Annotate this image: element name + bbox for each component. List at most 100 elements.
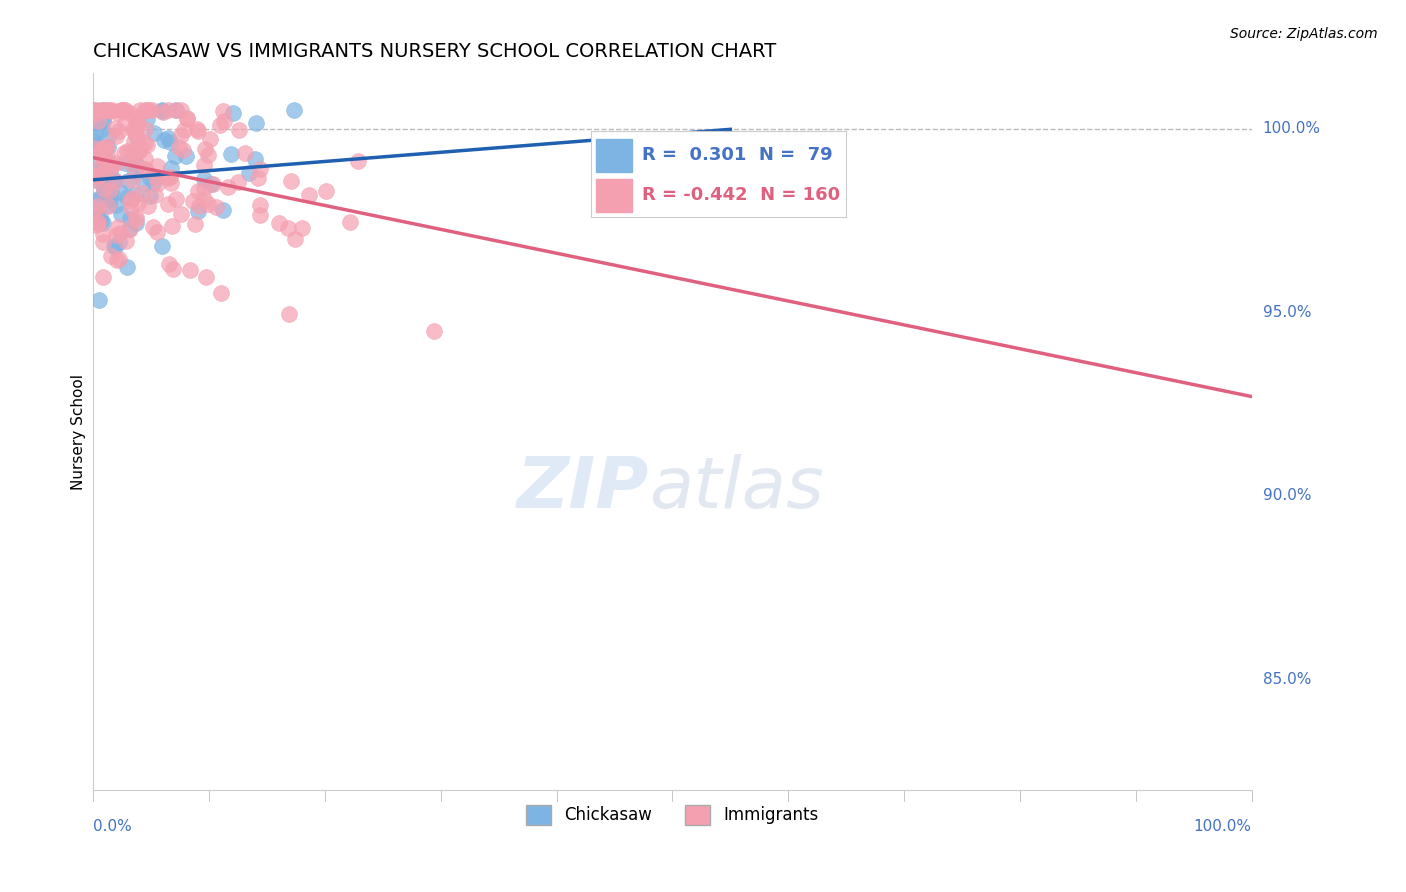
Point [97,199,120,213]
Point [83,141,105,155]
Point [249,161,271,176]
Point [194,142,217,156]
Point [159,135,181,149]
Point [124,124,146,138]
Point [124,188,146,202]
Point [108,186,131,200]
Point [96,148,118,162]
Point [193,180,215,194]
Point [121,173,143,187]
Point [108,124,131,138]
Point [228,123,250,137]
Point [186,121,208,136]
Point [83,134,105,148]
Point [104,121,127,136]
Point [98,128,121,143]
Point [165,103,187,118]
Point [112,103,135,118]
Point [134,152,156,166]
Point [200,177,222,191]
Point [98,197,121,211]
Point [93,235,115,250]
Point [103,174,125,188]
Point [114,156,136,170]
Point [101,103,124,118]
Point [284,232,307,246]
Point [176,149,198,163]
Point [125,128,148,143]
Point [170,103,193,118]
Point [156,171,179,186]
Point [135,112,157,126]
Point [91,103,114,118]
Point [84,218,107,232]
Point [298,188,321,202]
Point [226,175,249,189]
Point [110,227,132,241]
Point [145,169,167,184]
Point [173,123,195,137]
Point [108,235,131,249]
Point [91,269,114,284]
Point [91,103,114,118]
Legend: Chickasaw, Immigrants: Chickasaw, Immigrants [519,798,825,831]
Point [111,103,134,118]
Point [162,262,184,277]
Point [143,175,166,189]
Point [100,185,122,199]
Point [104,240,127,254]
Point [84,116,107,130]
Point [98,186,121,200]
Point [100,164,122,178]
Point [83,103,105,118]
Point [115,260,138,275]
Point [108,252,131,266]
Point [105,253,128,268]
Point [136,137,159,152]
Point [136,103,159,118]
Point [115,190,138,204]
Point [139,189,162,203]
Point [212,104,235,119]
Point [110,207,132,221]
Point [160,219,183,234]
Point [94,103,117,118]
Point [152,104,174,119]
Point [179,263,201,277]
Point [87,145,110,160]
Point [84,169,107,183]
Point [188,199,211,213]
Point [86,216,108,230]
Point [131,140,153,154]
Text: Source: ZipAtlas.com: Source: ZipAtlas.com [1230,27,1378,41]
Point [186,203,208,218]
Point [128,144,150,158]
Point [193,171,215,186]
Point [115,144,138,158]
Point [156,103,179,118]
Point [142,219,165,234]
Point [138,103,160,118]
Point [143,188,166,202]
Point [108,106,131,120]
Point [91,216,114,230]
Point [131,186,153,201]
Point [114,116,136,130]
Point [193,193,215,207]
Point [100,160,122,174]
Point [127,110,149,124]
Point [195,269,218,284]
Point [221,106,243,120]
Point [122,123,145,137]
Point [208,118,231,132]
Point [423,324,446,338]
Point [86,211,108,226]
Point [93,185,115,199]
Point [184,217,207,231]
Point [89,293,111,307]
Point [114,234,136,248]
Point [120,202,142,216]
Point [87,113,110,128]
Point [165,192,187,206]
Point [91,175,114,189]
